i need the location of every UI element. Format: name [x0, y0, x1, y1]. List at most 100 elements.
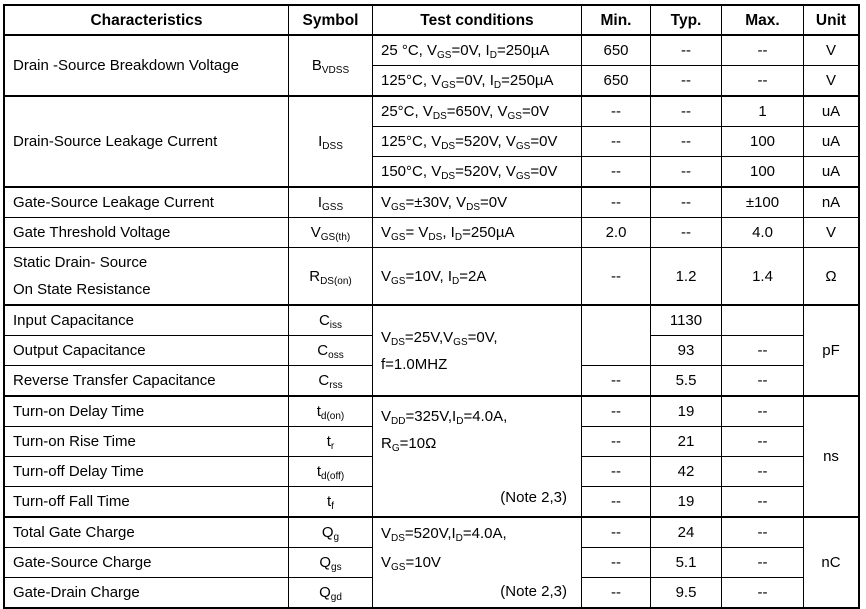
header-row: Characteristics Symbol Test conditions M… — [3, 4, 860, 36]
table-row: Gate-Source Charge Qgs -- 5.1 -- — [3, 547, 859, 578]
unit-cell: uA — [803, 156, 860, 188]
typ-cell: -- — [650, 126, 722, 157]
max-cell: -- — [721, 516, 804, 548]
table-row: Gate-Source Leakage Current IGSS VGS=±30V,… — [3, 186, 860, 218]
max-cell: -- — [721, 456, 804, 487]
typ-cell: 19 — [650, 395, 722, 427]
test-condition-cell: VGS= VDS, ID=250µA — [372, 217, 582, 248]
symbol-cell: Qgd — [288, 577, 373, 609]
table-row: Output Capacitance Coss 93 -- — [3, 335, 859, 366]
unit-cell: nA — [803, 186, 860, 218]
subscript: GS — [437, 50, 452, 61]
subscript: GS — [515, 171, 531, 182]
test-condition-cell: VDD=325V,ID=4.0A, RG=10Ω (Note 2,3) — [372, 395, 582, 518]
subscript: d(on) — [320, 411, 345, 422]
min-cell: 650 — [581, 34, 651, 66]
typ-cell: -- — [650, 65, 722, 97]
symbol-cell: Qgs — [288, 547, 373, 578]
table-row: 150°C, VDS=520V, VGS=0V -- -- 100 uA — [4, 156, 860, 188]
characteristic-cell: Gate-Source Charge — [3, 547, 289, 578]
cell-line: VGS=10V — [381, 554, 441, 573]
unit-cell: V — [803, 34, 860, 66]
cell-line: VDD=325V,ID=4.0A, — [381, 407, 508, 427]
symbol-cell: RDS(on) — [288, 247, 373, 306]
cell-line: VDS=25V,VGS=0V, — [381, 328, 498, 348]
subscript: oss — [328, 350, 344, 361]
min-cell: -- — [581, 456, 651, 487]
typ-cell: 1130 — [650, 304, 722, 336]
min-cell: -- — [581, 486, 651, 518]
table-row: Static Drain- Source On State Resistance R… — [3, 247, 860, 306]
subscript: DS — [428, 232, 443, 243]
cell-line: VDS=520V,ID=4.0A, — [381, 525, 507, 544]
cell-line: RG=10Ω — [381, 434, 437, 454]
table-row: Turn-on Delay Time td(on) VDD=325V,ID=4.0A… — [3, 395, 860, 518]
table-row: Drain -Source Breakdown Voltage BVDSS 25 °… — [3, 34, 860, 97]
unit-cell: V — [803, 65, 860, 97]
min-cell: -- — [581, 365, 651, 397]
unit-cell: uA — [803, 126, 860, 157]
characteristic-cell: Turn-off Fall Time — [3, 486, 289, 518]
max-cell: 100 — [721, 156, 804, 188]
min-cell: -- — [581, 547, 651, 578]
max-cell: ±100 — [721, 186, 804, 218]
test-condition-cell: 125°C, VDS=520V, VGS=0V — [372, 126, 582, 157]
symbol-cell: tr — [288, 426, 373, 457]
typ-cell: -- — [650, 34, 722, 66]
typ-cell: -- — [650, 186, 722, 218]
table-row: 125°C, VGS=0V, ID=250µA 650 -- -- V — [4, 65, 860, 97]
typ-cell: -- — [650, 156, 722, 188]
subscript: gd — [330, 592, 342, 603]
typ-cell: 24 — [650, 516, 722, 548]
min-cell: -- — [581, 426, 651, 457]
test-condition-cell: VDS=25V,VGS=0V, f=1.0MHZ — [372, 304, 582, 397]
table-row: Turn-on Rise Time tr -- 21 -- — [3, 426, 859, 457]
symbol-cell: Qg — [288, 516, 373, 548]
characteristic-cell: Gate Threshold Voltage — [3, 217, 289, 248]
subscript: DS(on) — [320, 275, 352, 287]
subscript: GS — [391, 232, 406, 243]
header-unit: Unit — [803, 4, 860, 36]
characteristic-cell: Gate-Drain Charge — [3, 577, 289, 609]
min-cell: -- — [581, 186, 651, 218]
unit-cell: Ω — [803, 247, 860, 306]
typ-cell: 19 — [650, 486, 722, 518]
table-row: Turn-off Fall Time tf -- 19 -- — [3, 486, 859, 518]
typ-cell: 21 — [650, 426, 722, 457]
table-row: Total Gate Charge Qg VDS=520V,ID=4.0A, VGS=… — [3, 516, 860, 609]
subscript: GS — [391, 562, 406, 573]
subscript: rss — [329, 380, 343, 391]
electrical-characteristics-table: Characteristics Symbol Test conditions M… — [3, 4, 860, 609]
max-cell: 4.0 — [721, 217, 804, 248]
typ-cell: 42 — [650, 456, 722, 487]
unit-cell: V — [803, 217, 860, 248]
subscript: r — [330, 441, 335, 452]
symbol-cell: IDSS — [288, 95, 373, 188]
header-typ: Typ. — [650, 4, 722, 36]
typ-cell: 1.2 — [650, 247, 722, 306]
unit-cell: nC — [803, 516, 860, 609]
subscript: D — [452, 275, 460, 287]
test-condition-cell: 125°C, VGS=0V, ID=250µA — [372, 65, 582, 97]
typ-cell: 5.1 — [650, 547, 722, 578]
subscript: D — [456, 415, 464, 427]
subscript: DS — [391, 533, 405, 544]
note-reference: (Note 2,3) — [500, 583, 567, 600]
max-cell: 1 — [721, 95, 804, 127]
subscript: VDSS — [321, 65, 350, 76]
characteristic-cell: Reverse Transfer Capacitance — [3, 365, 289, 397]
characteristic-cell: Turn-on Delay Time — [3, 395, 289, 427]
subscript: G — [391, 442, 400, 454]
characteristic-cell: Drain-Source Leakage Current — [3, 95, 289, 188]
test-condition-cell: VGS=10V, ID=2A — [372, 247, 582, 306]
header-max: Max. — [721, 4, 804, 36]
typ-cell: 5.5 — [650, 365, 722, 397]
characteristic-cell: Total Gate Charge — [3, 516, 289, 548]
min-cell: -- — [581, 247, 651, 306]
symbol-cell: td(on) — [288, 395, 373, 427]
test-condition-cell: 150°C, VDS=520V, VGS=0V — [372, 156, 582, 188]
subscript: GSS — [322, 202, 344, 213]
table-body: Drain -Source Breakdown Voltage BVDSS 25 °… — [3, 34, 860, 609]
max-cell: -- — [721, 395, 804, 427]
characteristic-cell: Input Capacitance — [3, 304, 289, 336]
